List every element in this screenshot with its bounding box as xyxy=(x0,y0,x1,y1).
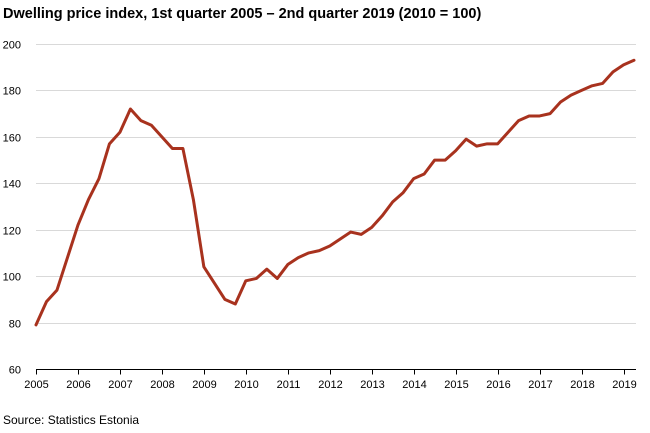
data-point xyxy=(129,108,132,111)
y-tick-label: 160 xyxy=(3,133,21,145)
data-point xyxy=(286,263,289,266)
data-point xyxy=(139,119,142,122)
data-point xyxy=(171,147,174,150)
data-point xyxy=(391,200,394,203)
data-point xyxy=(496,142,499,145)
x-tick-label: 2013 xyxy=(360,379,384,391)
x-tick-label: 2008 xyxy=(150,379,174,391)
data-point xyxy=(87,198,90,201)
x-tick-label: 2009 xyxy=(192,379,216,391)
data-point xyxy=(591,84,594,87)
x-tick-label: 2015 xyxy=(444,379,468,391)
x-tick-label: 2017 xyxy=(528,379,552,391)
data-point xyxy=(517,119,520,122)
data-point xyxy=(202,265,205,268)
data-point xyxy=(297,256,300,259)
data-point xyxy=(160,135,163,138)
data-point xyxy=(381,214,384,217)
y-tick-label: 80 xyxy=(9,319,21,331)
data-point xyxy=(538,114,541,117)
data-point xyxy=(601,82,604,85)
data-point xyxy=(559,101,562,104)
data-point xyxy=(370,226,373,229)
data-point xyxy=(150,124,153,127)
x-tick-label: 2012 xyxy=(318,379,342,391)
data-point xyxy=(108,142,111,145)
data-point xyxy=(118,131,121,134)
data-point xyxy=(307,251,310,254)
data-point xyxy=(234,303,237,306)
y-tick-labels: 60 80 100 120 140 160 180 200 xyxy=(3,40,21,377)
x-tick-label: 2019 xyxy=(612,379,636,391)
source-note: Source: Statistics Estonia xyxy=(3,413,140,427)
x-tick-label: 2014 xyxy=(402,379,426,391)
data-point xyxy=(76,224,79,227)
x-tick-label: 2010 xyxy=(234,379,258,391)
data-point xyxy=(402,191,405,194)
data-point xyxy=(265,268,268,271)
axes xyxy=(36,369,636,375)
data-point xyxy=(444,159,447,162)
data-point xyxy=(213,282,216,285)
x-tick-label: 2005 xyxy=(24,379,48,391)
data-point xyxy=(35,323,38,326)
data-point xyxy=(328,244,331,247)
data-point xyxy=(55,289,58,292)
x-tick-label: 2007 xyxy=(108,379,132,391)
data-point xyxy=(475,145,478,148)
data-point xyxy=(580,89,583,92)
data-point xyxy=(181,147,184,150)
x-tick-label: 2011 xyxy=(277,379,301,391)
y-tick-label: 140 xyxy=(3,179,21,191)
x-tick-label: 2016 xyxy=(486,379,510,391)
data-point xyxy=(339,238,342,241)
data-point xyxy=(244,279,247,282)
data-point xyxy=(633,59,636,62)
data-point xyxy=(223,298,226,301)
x-tick-label: 2018 xyxy=(570,379,594,391)
data-point xyxy=(454,149,457,152)
data-point xyxy=(412,177,415,180)
y-tick-label: 60 xyxy=(9,365,21,377)
chart-title: Dwelling price index, 1st quarter 2005 –… xyxy=(3,6,482,22)
data-point xyxy=(612,70,615,73)
series-line xyxy=(34,58,636,327)
data-point xyxy=(622,63,625,66)
y-tick-label: 100 xyxy=(3,272,21,284)
gridlines xyxy=(36,44,636,324)
data-point xyxy=(192,198,195,201)
y-tick-label: 120 xyxy=(3,226,21,238)
series-layer xyxy=(34,58,636,327)
data-point xyxy=(45,300,48,303)
data-point xyxy=(423,173,426,176)
data-point xyxy=(549,112,552,115)
data-point xyxy=(465,138,468,141)
data-point xyxy=(66,256,69,259)
y-tick-label: 180 xyxy=(3,86,21,98)
data-point xyxy=(360,233,363,236)
y-tick-label: 200 xyxy=(3,40,21,52)
data-point xyxy=(97,177,100,180)
data-point xyxy=(255,277,258,280)
data-point xyxy=(349,231,352,234)
data-point xyxy=(276,277,279,280)
data-point xyxy=(486,142,489,145)
data-point xyxy=(318,249,321,252)
x-tick-label: 2006 xyxy=(66,379,90,391)
data-point xyxy=(433,159,436,162)
x-tick-labels: 2005 2006 2007 2008 2009 2010 2011 2012 2013 2014… xyxy=(24,379,636,391)
data-point xyxy=(507,131,510,134)
data-point xyxy=(528,114,531,117)
data-point xyxy=(570,94,573,97)
